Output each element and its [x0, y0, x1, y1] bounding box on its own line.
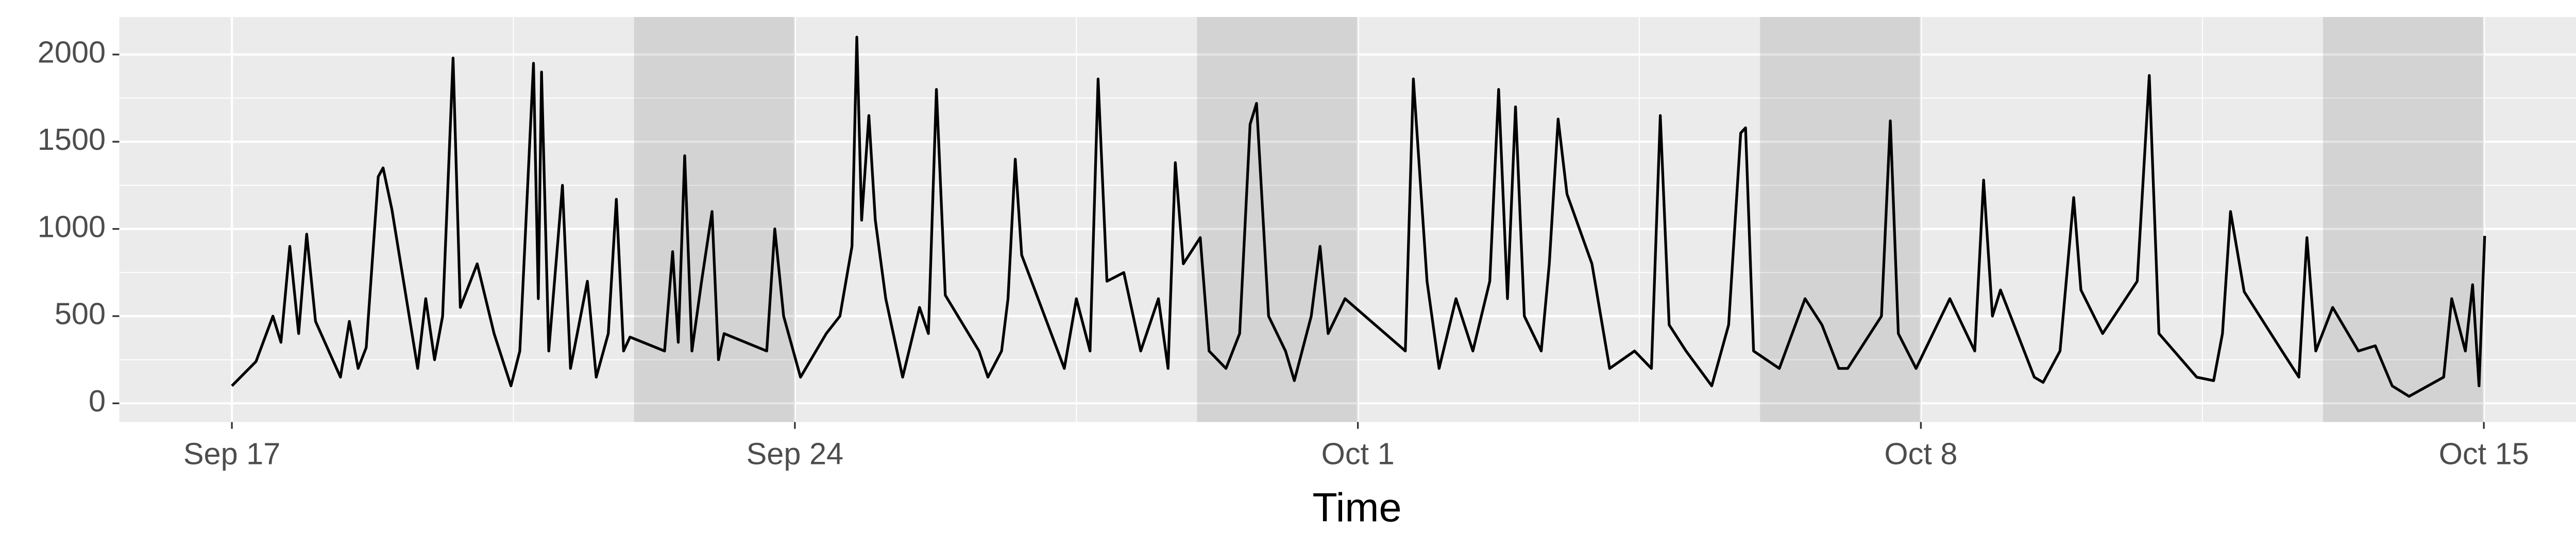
weekend-shade [1197, 17, 1358, 422]
y-tick-label: 2000 [38, 35, 106, 70]
y-tick-label: 500 [55, 297, 106, 331]
x-tick-label: Oct 15 [2439, 436, 2529, 471]
data-line [231, 36, 2486, 398]
y-tick-label: 1000 [38, 209, 106, 244]
weekend-shade [634, 17, 795, 422]
x-axis-title: Time [1312, 484, 1401, 530]
weekend-shade [2323, 17, 2484, 422]
weekend-shade [1760, 17, 1921, 422]
plot-panel [119, 17, 2576, 422]
x-tick-label: Sep 17 [183, 436, 280, 471]
x-tick-label: Oct 8 [1884, 436, 1957, 471]
x-tick-label: Oct 1 [1321, 436, 1395, 471]
x-tick-label: Sep 24 [747, 436, 843, 471]
y-tick-label: 1500 [38, 122, 106, 157]
y-tick-label: 0 [89, 384, 106, 418]
